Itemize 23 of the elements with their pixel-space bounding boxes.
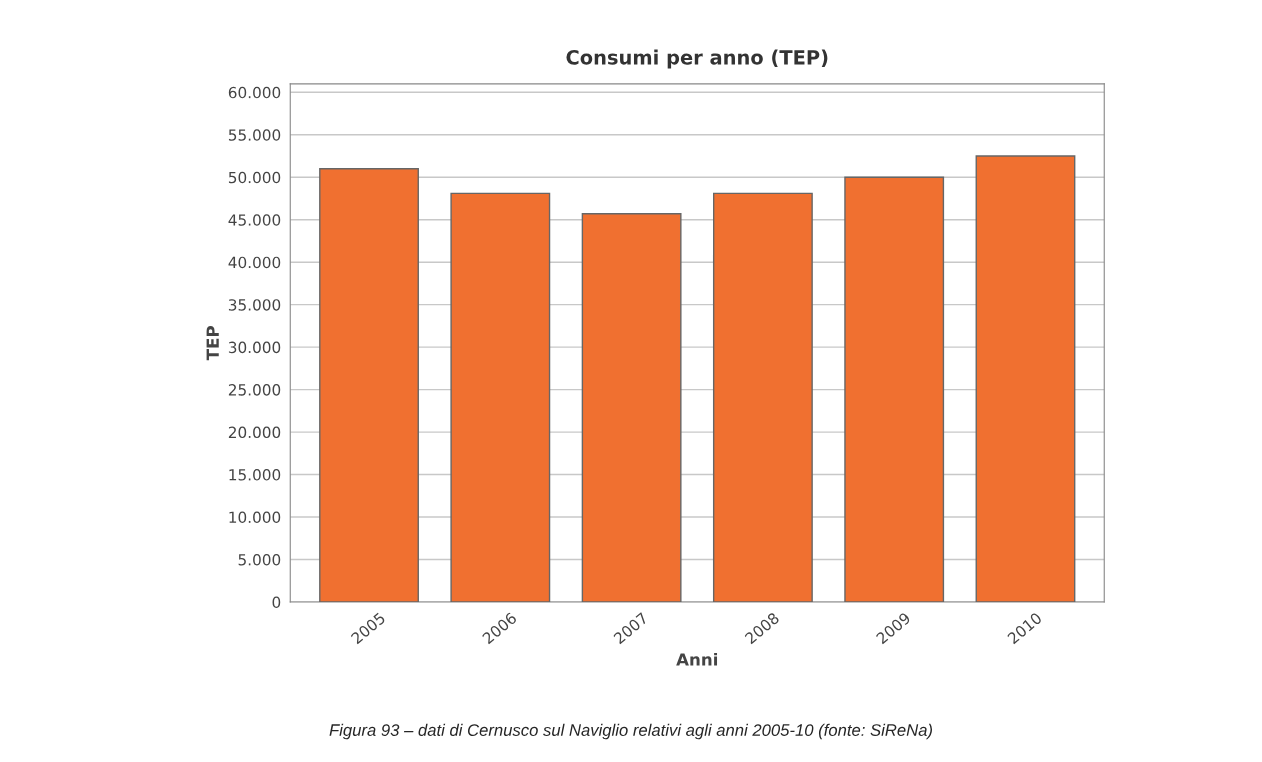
y-tick-label: 55.000: [228, 129, 281, 141]
y-tick-label: 5.000: [238, 553, 281, 566]
y-tick-label: 45.000: [228, 214, 281, 226]
bar: [844, 176, 945, 602]
y-tick-label: 50.000: [228, 171, 281, 184]
bar: [450, 192, 551, 602]
y-axis-title: TEP: [206, 326, 219, 361]
x-axis-title: Anni: [676, 652, 718, 666]
y-tick-label: 40.000: [228, 256, 281, 269]
bar: [712, 192, 813, 602]
text: Figura 93 – dati di Cernusco sul Naviglio relativi agli anni 2005-10 (fonte: SiReNa): [329, 723, 933, 740]
bar: [581, 213, 682, 602]
y-tick-label: 10.000: [229, 511, 281, 524]
bar: [975, 155, 1076, 602]
y-tick-label: 30.000: [228, 341, 281, 354]
chart-title: Consumi per anno (TEP): [566, 49, 828, 69]
y-tick-label: 0: [272, 596, 281, 608]
y-tick-label: 15.000: [229, 469, 281, 481]
y-tick-label: 60.000: [228, 86, 281, 99]
bar: [319, 168, 419, 602]
y-tick-label: 25.000: [228, 384, 281, 396]
y-tick-label: 35.000: [228, 299, 281, 311]
y-tick-label: 20.000: [228, 426, 281, 439]
